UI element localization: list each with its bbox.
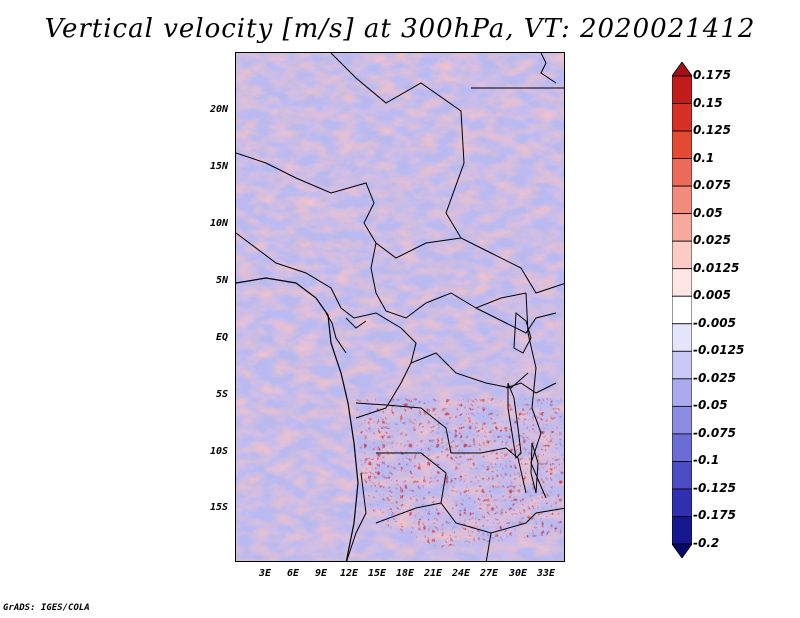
colorbar-segment [671,461,693,490]
colorbar-label: 0.05 [693,205,723,220]
lon-label: 6E [286,568,300,579]
colorbar-label: -0.005 [693,315,736,330]
colorbar-segment [671,240,693,270]
coastline [236,277,359,561]
colorbar-segment [671,323,693,352]
colorbar-segment [671,213,693,242]
colorbar-label: -0.05 [693,398,728,413]
credit-text: GrADS: IGES/COLA [3,603,90,613]
velocity-field [236,53,564,561]
colorbar-segment [671,516,693,545]
colorbar-segment [671,75,693,104]
colorbar-label: 0.025 [693,233,731,248]
lat-label: 15S [209,502,228,513]
chart-title: Vertical velocity [m/s] at 300hPa, VT: 2… [44,14,756,44]
lat-label: EQ [215,332,228,343]
colorbar-label: -0.2 [693,536,720,550]
colorbar-label: 0.175 [693,68,731,82]
lon-label: 24E [451,568,471,579]
country-borders [236,53,564,561]
lat-label: 10S [209,446,228,457]
colorbar [671,61,693,562]
colorbar-segment [671,130,693,159]
colorbar-segment [671,103,693,132]
colorbar-label: -0.175 [693,508,736,523]
colorbar-bottom-arrow [671,543,693,559]
colorbar-label: 0.15 [693,95,723,110]
lon-label: 30E [508,568,528,579]
colorbar-label: 0.1 [693,150,715,165]
colorbar-segment [671,185,693,215]
lon-label: 15E [367,568,387,579]
colorbar-label: 0.075 [693,178,731,193]
colorbar-segment [671,378,693,407]
lakes [507,312,539,494]
colorbar-segment [671,158,693,187]
lat-label: 20N [209,104,228,115]
colorbar-label: 0.125 [693,123,731,138]
map-panel [235,52,565,562]
lat-label: 10N [209,218,228,229]
lon-label: 12E [339,568,359,579]
lat-label: 5S [215,389,228,400]
lon-label: 9E [314,568,328,579]
colorbar-segment [671,350,693,380]
lon-label: 21E [423,568,443,579]
colorbar-segment [671,405,693,435]
colorbar-label: 0.005 [693,288,731,303]
lon-label: 18E [395,568,415,579]
strong-ascent-region [356,398,564,548]
lat-label: 5N [215,275,228,286]
colorbar-segment [671,488,693,517]
colorbar-label: -0.025 [693,370,736,385]
colorbar-strip [671,61,693,559]
lat-label: 15N [209,161,228,172]
colorbar-top-arrow [671,61,693,77]
colorbar-label: -0.1 [693,453,720,468]
colorbar-segment [671,268,693,297]
lon-label: 27E [479,568,499,579]
lon-label: 3E [258,568,272,579]
colorbar-segment [671,433,693,462]
colorbar-label: -0.075 [693,425,736,440]
colorbar-label: -0.0125 [693,343,745,358]
colorbar-label: 0.0125 [693,260,740,275]
lon-label: 33E [536,568,556,579]
colorbar-segment [671,295,693,325]
colorbar-label: -0.125 [693,480,736,495]
